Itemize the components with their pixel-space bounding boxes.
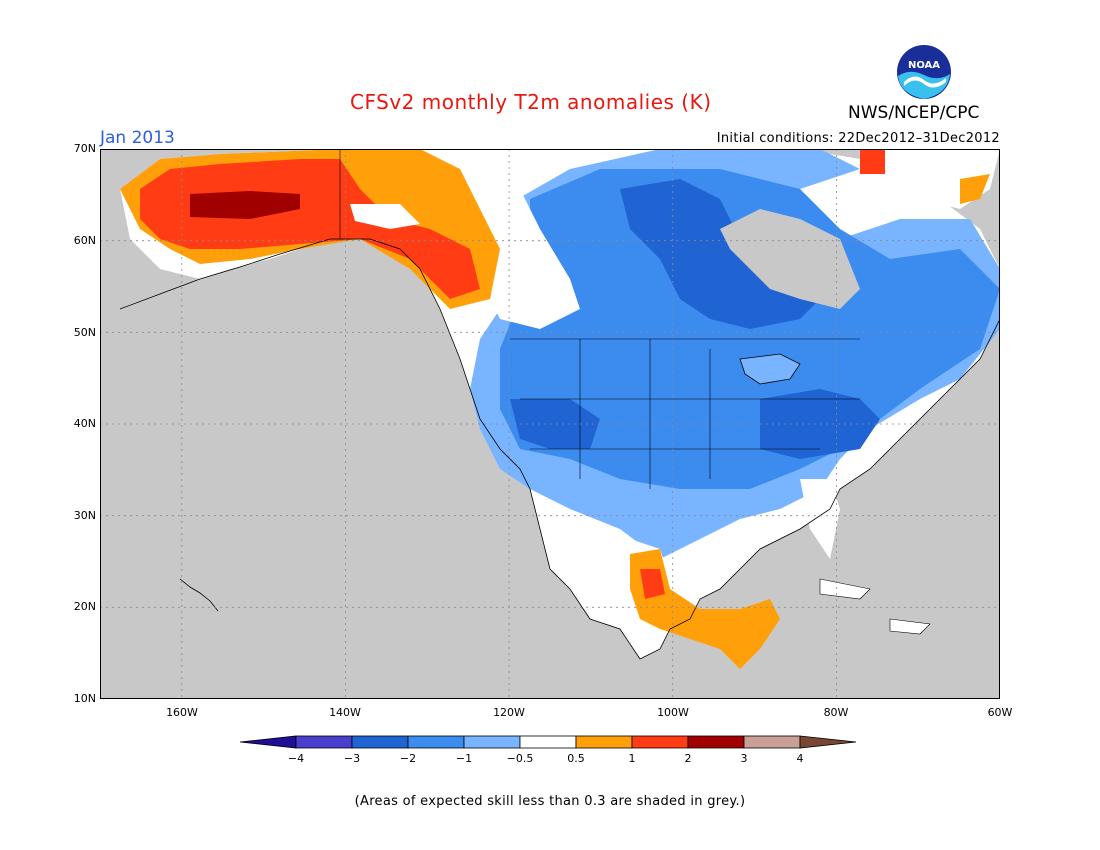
colorbar: −4 −3 −2 −1 −0.5 0.5 1 2 3 4 (240, 735, 857, 765)
lat-label-50n: 50N (73, 326, 96, 339)
coastline-east (639, 318, 1000, 660)
lon-label-100w: 100W (657, 706, 689, 719)
colorbar-arrow-low (240, 735, 297, 749)
colorbar-tick-label: 1 (629, 752, 636, 765)
lat-label-20n: 20N (73, 600, 96, 613)
map-frame (100, 149, 1000, 699)
anomaly-cool-strong (620, 179, 820, 329)
anomaly-map (100, 149, 1000, 699)
lon-label-160w: 160W (166, 706, 198, 719)
colorbar-bin (295, 735, 353, 749)
skill-footnote: (Areas of expected skill less than 0.3 a… (354, 794, 746, 809)
caribbean-islands (819, 578, 931, 635)
lon-label-120w: 120W (493, 706, 525, 719)
colorbar-bin (463, 735, 521, 749)
hudson-bay (720, 209, 860, 309)
lon-label-140w: 140W (329, 706, 361, 719)
colorbar-tick-label: −0.5 (507, 752, 534, 765)
neutral-yukon (350, 204, 420, 229)
hawaii-islands (179, 578, 219, 612)
colorbar-bin (519, 735, 577, 749)
colorbar-tick-label: −3 (344, 752, 360, 765)
colorbar-tick-label: −2 (400, 752, 416, 765)
gridlines (100, 149, 1000, 699)
initial-conditions-label: Initial conditions: 22Dec2012–31Dec2012 (716, 131, 1000, 146)
colorbar-labels: −4 −3 −2 −1 −0.5 0.5 1 2 3 4 (288, 752, 804, 765)
colorbar-bin (743, 735, 801, 749)
neutral-southeast (800, 479, 840, 559)
anomaly-warm-mexico (630, 549, 780, 669)
valid-month-label: Jan 2013 (100, 128, 175, 148)
colorbar-tick-label: 4 (797, 752, 804, 765)
logo-text: NOAA (908, 60, 940, 71)
colorbar-bin (407, 735, 465, 749)
colorbar-tick-label: −1 (456, 752, 472, 765)
noaa-logo: NOAA (895, 43, 953, 101)
colorbar-tick-label: 0.5 (567, 752, 585, 765)
lat-label-10n: 10N (73, 692, 96, 705)
colorbar-boxes (240, 735, 857, 749)
colorbar-tick-label: −4 (288, 752, 304, 765)
colorbar-bin (687, 735, 745, 749)
lat-label-40n: 40N (73, 417, 96, 430)
lat-label-60n: 60N (73, 234, 96, 247)
colorbar-bin (575, 735, 633, 749)
anomaly-greenland-red (860, 149, 885, 174)
colorbar-tick-label: 3 (741, 752, 748, 765)
lon-label-80w: 80W (823, 706, 849, 719)
colorbar-bin (351, 735, 409, 749)
state-borders (339, 149, 860, 489)
agency-label: NWS/NCEP/CPC (848, 103, 980, 123)
lat-label-30n: 30N (73, 509, 96, 522)
anomaly-warm-mexico-strong (640, 569, 665, 599)
lon-label-60w: 60W (987, 706, 1013, 719)
colorbar-bin (631, 735, 689, 749)
anomaly-greenland-warm (960, 174, 990, 204)
great-lakes (739, 353, 801, 385)
chart-title: CFSv2 monthly T2m anomalies (K) (350, 90, 712, 114)
anomaly-cool-strong-west (510, 399, 600, 449)
colorbar-arrow-high (799, 735, 857, 749)
anomaly-warm-strong (190, 191, 300, 219)
coastline-west (119, 238, 641, 660)
lat-label-70n: 70N (73, 142, 96, 155)
colorbar-tick-label: 2 (685, 752, 692, 765)
